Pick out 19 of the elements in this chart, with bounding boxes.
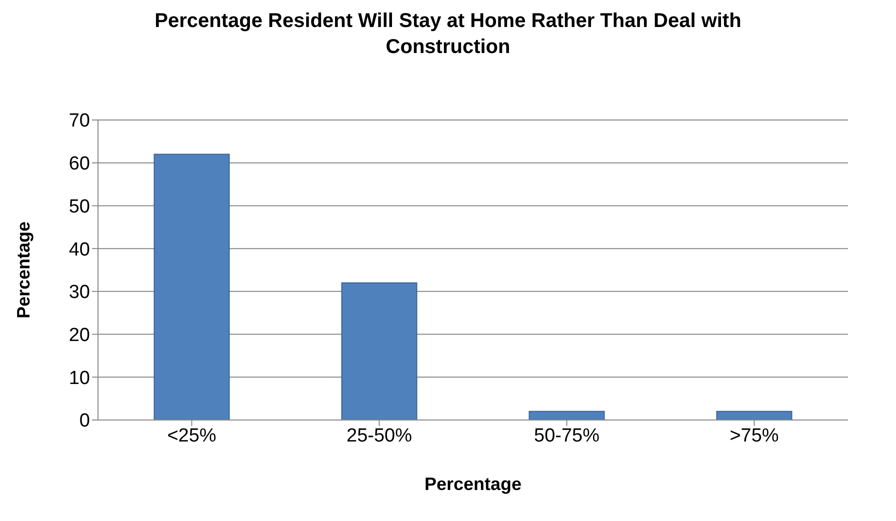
x-tick-label: 50-75% (534, 425, 600, 446)
x-tick-label: 25-50% (346, 425, 412, 446)
y-tick-label: 0 (79, 410, 90, 432)
x-tick-label: >75% (730, 425, 779, 446)
bar (341, 282, 418, 420)
y-tick-label: 60 (68, 154, 90, 175)
y-tick-label: 40 (68, 239, 90, 260)
y-axis-title: Percentage (13, 221, 34, 319)
x-tick-label: <25% (167, 425, 216, 446)
chart-title: Percentage Resident Will Stay at Home Rather Than Deal with Construction (154, 9, 742, 60)
y-tick-label: 30 (68, 282, 90, 304)
x-axis-title: Percentage (424, 474, 522, 494)
y-tick-label: 10 (68, 368, 90, 389)
y-tick-label: 70 (68, 110, 90, 132)
y-tick-label: 50 (68, 196, 90, 218)
bar (716, 410, 792, 420)
bar (528, 410, 605, 420)
y-tick-label: 20 (68, 325, 90, 346)
bar (154, 154, 230, 420)
